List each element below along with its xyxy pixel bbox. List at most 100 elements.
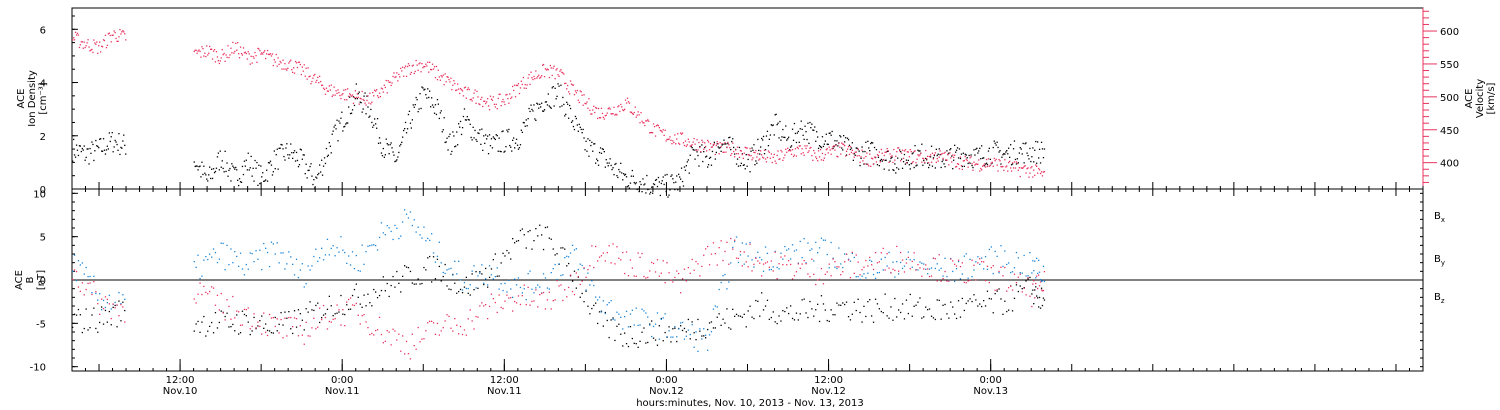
x-tick-time-label: 0:00 bbox=[979, 375, 1001, 386]
density-point bbox=[548, 105, 550, 107]
density-point bbox=[87, 148, 89, 150]
velocity-point bbox=[727, 141, 729, 144]
bx-point bbox=[523, 234, 525, 236]
bz-point bbox=[784, 255, 786, 257]
density-point bbox=[986, 163, 989, 166]
velocity-point bbox=[744, 146, 746, 148]
bz-point bbox=[712, 242, 715, 244]
bx-point bbox=[768, 318, 770, 320]
density-point bbox=[457, 144, 459, 146]
velocity-point bbox=[375, 90, 377, 92]
density-point bbox=[681, 180, 684, 183]
density-point bbox=[287, 154, 289, 156]
by-point bbox=[110, 308, 112, 310]
velocity-point bbox=[888, 161, 890, 163]
by-point bbox=[234, 251, 236, 253]
velocity-point bbox=[625, 102, 628, 104]
bz-point bbox=[353, 304, 356, 307]
density-point bbox=[566, 101, 568, 103]
by-point bbox=[431, 233, 433, 235]
velocity-point bbox=[666, 138, 668, 140]
by-point bbox=[270, 241, 273, 243]
bz-point bbox=[519, 303, 522, 306]
by-point bbox=[321, 247, 323, 249]
velocity-point bbox=[906, 151, 908, 153]
velocity-point bbox=[431, 69, 433, 71]
density-point bbox=[744, 168, 746, 170]
density-point bbox=[569, 107, 572, 110]
bz-point bbox=[203, 285, 205, 288]
bz-point bbox=[809, 276, 811, 278]
density-point bbox=[672, 178, 674, 180]
velocity-point bbox=[890, 156, 892, 158]
density-point bbox=[762, 139, 764, 141]
velocity-point bbox=[103, 39, 106, 42]
velocity-point bbox=[345, 89, 347, 91]
velocity-point bbox=[119, 29, 121, 31]
velocity-point bbox=[792, 155, 795, 158]
velocity-point bbox=[869, 153, 871, 155]
bz-point bbox=[286, 335, 288, 337]
by-point bbox=[558, 263, 560, 265]
by-point bbox=[483, 282, 485, 284]
bx-point bbox=[583, 301, 585, 303]
bx-point bbox=[309, 301, 311, 303]
by-point bbox=[232, 262, 234, 264]
density-point bbox=[790, 145, 793, 147]
bz-point bbox=[494, 301, 496, 304]
velocity-point bbox=[780, 149, 782, 152]
density-point bbox=[302, 154, 304, 156]
density-point bbox=[702, 160, 704, 163]
density-point bbox=[262, 172, 264, 174]
bx-point bbox=[479, 271, 481, 273]
density-point bbox=[787, 138, 789, 140]
velocity-point bbox=[981, 169, 983, 171]
velocity-point bbox=[599, 117, 602, 119]
velocity-point bbox=[461, 90, 464, 92]
velocity-point bbox=[775, 162, 777, 164]
bx-point bbox=[932, 317, 935, 319]
density-point bbox=[116, 143, 118, 146]
velocity-point bbox=[1022, 167, 1024, 169]
bz-point bbox=[678, 272, 680, 275]
by-point bbox=[340, 236, 342, 238]
by-point bbox=[348, 255, 350, 257]
velocity-point bbox=[652, 132, 654, 134]
by-point bbox=[529, 270, 531, 272]
velocity-point bbox=[485, 102, 487, 105]
density-point bbox=[941, 160, 943, 163]
velocity-point bbox=[1025, 172, 1027, 174]
velocity-point bbox=[733, 150, 735, 153]
density-point bbox=[902, 161, 905, 163]
velocity-point bbox=[938, 156, 940, 158]
by-point bbox=[880, 258, 882, 260]
velocity-point bbox=[675, 143, 677, 145]
velocity-point bbox=[395, 76, 397, 78]
bx-point bbox=[573, 270, 576, 272]
velocity-point bbox=[800, 153, 802, 155]
density-point bbox=[803, 138, 805, 140]
velocity-point bbox=[269, 53, 272, 55]
by-point bbox=[496, 267, 498, 269]
velocity-point bbox=[777, 150, 779, 152]
velocity-point bbox=[697, 149, 699, 151]
by-point bbox=[346, 262, 348, 264]
velocity-point bbox=[939, 150, 941, 152]
velocity-point bbox=[466, 89, 468, 91]
by-point bbox=[514, 278, 516, 280]
by-point bbox=[299, 269, 301, 271]
velocity-point bbox=[432, 68, 435, 70]
density-point bbox=[464, 119, 467, 121]
density-point bbox=[538, 107, 540, 109]
velocity-point bbox=[876, 154, 879, 156]
density-point bbox=[968, 154, 970, 157]
by-point bbox=[1029, 252, 1031, 254]
bx-point bbox=[266, 329, 269, 332]
density-point bbox=[708, 157, 711, 159]
by-point bbox=[201, 275, 203, 277]
bz-point bbox=[560, 284, 562, 286]
bz-point bbox=[515, 302, 518, 304]
density-point bbox=[589, 139, 591, 142]
velocity-point bbox=[313, 74, 315, 77]
density-point bbox=[488, 134, 491, 136]
